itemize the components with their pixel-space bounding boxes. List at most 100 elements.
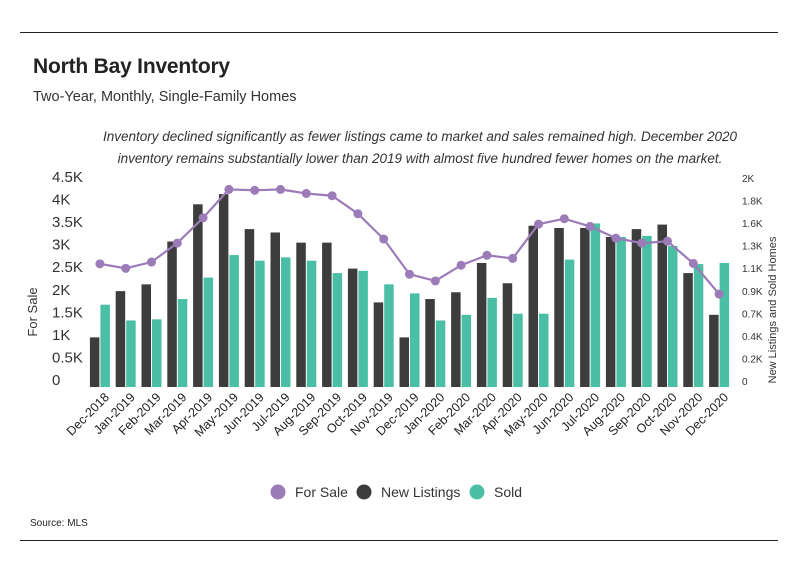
left-axis-ticks: 0 0.5K 1K 1.5K 2K 2.5K 3K 3.5K 4K 4.5K: [52, 169, 83, 389]
bottom-rule: [20, 540, 778, 541]
sold-bar: [668, 246, 678, 387]
for-sale-point: [276, 184, 285, 194]
right-tick-label: 1.8K: [742, 197, 763, 208]
sold-bar: [719, 262, 730, 387]
for-sale-point: [456, 260, 466, 270]
sold-bar: [435, 320, 446, 387]
legend-new-listings: New Listings: [356, 484, 460, 500]
new-listings-bar: [193, 204, 203, 387]
new-listings-bar: [631, 229, 642, 387]
left-tick-label: 4.5K: [52, 169, 83, 186]
new-listings-bar: [218, 194, 229, 387]
legend-label: New Listings: [381, 484, 460, 500]
left-tick-label: 0.5K: [52, 349, 83, 366]
legend: For Sale New Listings Sold: [270, 484, 522, 500]
new-listings-bar: [605, 237, 616, 387]
for-sale-point: [95, 259, 105, 269]
right-tick-label: 0.7K: [742, 309, 763, 320]
left-tick-label: 2K: [52, 282, 70, 299]
legend-for-sale: For Sale: [270, 484, 348, 500]
new-listings-bar: [373, 302, 384, 387]
new-listings-bar: [296, 242, 306, 387]
left-tick-label: 1K: [52, 327, 70, 344]
right-tick-label: 0.9K: [742, 287, 763, 298]
new-listings-bar: [657, 224, 667, 387]
right-tick-label: 0.4K: [742, 332, 763, 343]
for-sale-point: [430, 276, 440, 286]
new-listings-bar: [89, 337, 100, 387]
new-listings-bar: [476, 262, 487, 387]
for-sale-point: [585, 221, 595, 231]
sold-bar: [461, 314, 472, 387]
for-sale-point: [379, 234, 389, 244]
new-listings-bar: [502, 283, 513, 387]
new-listings-bar: [451, 292, 461, 387]
left-tick-label: 3K: [52, 237, 70, 254]
new-listings-bar: [554, 227, 564, 387]
right-tick-label: 1.6K: [742, 219, 763, 230]
left-tick-label: 2.5K: [52, 259, 83, 276]
left-tick-label: 3.5K: [52, 214, 83, 231]
for-sale-point: [534, 219, 543, 229]
for-sale-point: [301, 188, 311, 198]
x-axis-ticks: Dec-2018Jan-2019Feb-2019Mar-2019Apr-2019…: [64, 390, 731, 439]
for-sale-line-layer: [95, 184, 724, 299]
for-sale-point: [482, 250, 492, 260]
left-tick-label: 0: [52, 372, 60, 389]
sold-bar: [642, 235, 652, 387]
new-listings-bar: [580, 227, 590, 387]
sold-bar: [693, 264, 704, 387]
right-tick-label: 1.3K: [742, 242, 763, 253]
new-listings-bar: [528, 225, 538, 387]
for-sale-point: [405, 269, 414, 279]
sold-bar: [229, 255, 239, 387]
legend-swatch: [270, 484, 286, 500]
right-tick-label: 2K: [742, 174, 755, 185]
sold-bar: [281, 257, 291, 387]
for-sale-point: [224, 184, 234, 194]
chart-subtitle: Two-Year, Monthly, Single-Family Homes: [33, 89, 297, 105]
sold-bar: [203, 277, 214, 387]
sold-bar: [513, 313, 523, 387]
sold-bar: [564, 259, 575, 387]
legend-label: For Sale: [295, 484, 348, 500]
sold-bar: [332, 273, 343, 387]
sold-bar: [100, 304, 110, 387]
for-sale-point: [327, 191, 337, 201]
for-sale-point: [688, 258, 698, 268]
for-sale-point: [611, 233, 621, 243]
legend-label: Sold: [494, 484, 522, 500]
new-listings-bar: [709, 314, 719, 387]
top-rule: [20, 32, 778, 33]
annotation-line-2: inventory remains substantially lower th…: [117, 151, 723, 166]
left-tick-label: 4K: [52, 192, 70, 209]
legend-swatch: [356, 484, 372, 500]
for-sale-point: [250, 185, 260, 195]
new-listings-bar: [244, 229, 255, 387]
sold-bar: [487, 297, 497, 387]
bar-layer: [89, 194, 730, 387]
sold-bar: [590, 223, 601, 387]
for-sale-point: [172, 238, 182, 248]
new-listings-bar: [399, 337, 409, 387]
left-tick-label: 1.5K: [52, 304, 83, 321]
annotation-line-1: Inventory declined significantly as fewe…: [102, 129, 738, 144]
for-sale-point: [121, 263, 131, 273]
chart-annotation: Inventory declined significantly as fewe…: [100, 126, 740, 170]
new-listings-bar: [141, 284, 151, 387]
source-note: Source: MLS: [30, 518, 88, 529]
for-sale-point: [198, 213, 208, 223]
sold-bar: [410, 293, 420, 387]
for-sale-point: [353, 209, 363, 219]
sold-bar: [384, 284, 394, 387]
for-sale-point: [637, 238, 647, 248]
sold-bar: [126, 320, 136, 387]
for-sale-point: [663, 236, 672, 246]
right-tick-label: 0.2K: [742, 354, 763, 365]
sold-bar: [616, 237, 626, 387]
new-listings-bar: [425, 299, 435, 387]
new-listings-bar: [115, 291, 126, 387]
sold-bar: [539, 313, 549, 387]
for-sale-point: [147, 257, 156, 267]
